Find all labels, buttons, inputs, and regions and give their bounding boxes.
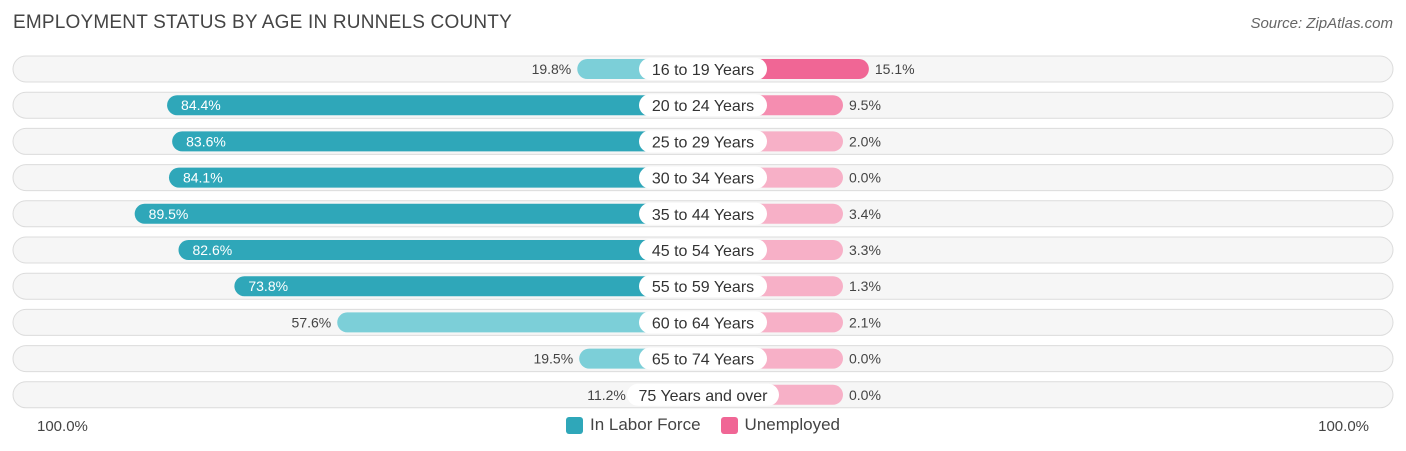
- category-label: 55 to 59 Years: [652, 279, 754, 296]
- legend-item-unemployed[interactable]: Unemployed: [720, 415, 840, 435]
- value-label-labor: 19.8%: [532, 61, 572, 77]
- bar-labor-force: [337, 312, 703, 333]
- chart-title: EMPLOYMENT STATUS BY AGE IN RUNNELS COUN…: [13, 12, 512, 33]
- category-pill: [639, 239, 767, 261]
- value-label-unemployed: 3.4%: [849, 206, 881, 222]
- value-label-labor: 19.5%: [533, 351, 573, 367]
- category-label: 16 to 19 Years: [652, 62, 754, 79]
- bar-labor-force: [168, 167, 704, 188]
- bar-labor-force: [234, 276, 703, 297]
- category-label: 45 to 54 Years: [652, 243, 754, 260]
- bar-labor-force: [178, 240, 704, 260]
- category-pill: [639, 94, 767, 117]
- category-label: 30 to 34 Years: [652, 171, 754, 188]
- value-label-unemployed: 2.1%: [849, 314, 881, 330]
- legend-label-unemployed: Unemployed: [744, 415, 840, 434]
- category-pill: [627, 383, 779, 406]
- value-label-unemployed: 0.0%: [849, 351, 881, 367]
- category-label: 60 to 64 Years: [652, 315, 754, 332]
- value-label-labor: 84.4%: [181, 97, 221, 113]
- value-label-labor: 11.2%: [587, 387, 626, 403]
- source-label: Source: ZipAtlas.com: [1250, 15, 1393, 32]
- value-label-labor: 82.6%: [192, 242, 232, 258]
- value-label-labor: 57.6%: [292, 314, 332, 330]
- bar-labor-force: [172, 131, 703, 152]
- value-label-unemployed: 9.5%: [849, 97, 881, 113]
- category-pill: [639, 58, 767, 80]
- value-label-unemployed: 2.0%: [849, 133, 881, 149]
- value-label-labor: 83.6%: [186, 133, 226, 149]
- category-pill: [639, 130, 767, 153]
- category-label: 20 to 24 Years: [652, 98, 754, 115]
- legend-label-labor: In Labor Force: [589, 415, 701, 434]
- category-pill: [639, 311, 767, 334]
- value-label-unemployed: 0.0%: [849, 170, 881, 186]
- category-pill: [639, 166, 767, 189]
- bar-labor-force: [167, 95, 703, 116]
- value-label-labor: 89.5%: [149, 206, 189, 222]
- legend-swatch-labor: [565, 416, 583, 434]
- value-label-labor: 84.1%: [183, 170, 223, 186]
- legend-swatch-unemployed: [720, 416, 738, 434]
- category-label: 65 to 74 Years: [652, 352, 754, 369]
- category-pill: [639, 202, 767, 225]
- category-label: 75 Years and over: [639, 388, 769, 405]
- value-label-unemployed: 15.1%: [875, 61, 915, 77]
- category-pill: [639, 275, 767, 298]
- axis-right-label: 100.0%: [1318, 418, 1369, 435]
- bar-labor-force: [134, 203, 704, 224]
- value-label-unemployed: 1.3%: [849, 278, 881, 294]
- axis-left-label: 100.0%: [37, 418, 88, 435]
- value-label-unemployed: 0.0%: [849, 387, 881, 403]
- category-pill: [639, 347, 767, 370]
- value-label-unemployed: 3.3%: [849, 242, 881, 258]
- legend-item-labor[interactable]: In Labor Force: [565, 415, 701, 435]
- value-label-labor: 73.8%: [248, 278, 288, 294]
- legend: In Labor Force Unemployed: [0, 415, 1406, 435]
- category-label: 35 to 44 Years: [652, 207, 754, 224]
- category-label: 25 to 29 Years: [652, 134, 754, 151]
